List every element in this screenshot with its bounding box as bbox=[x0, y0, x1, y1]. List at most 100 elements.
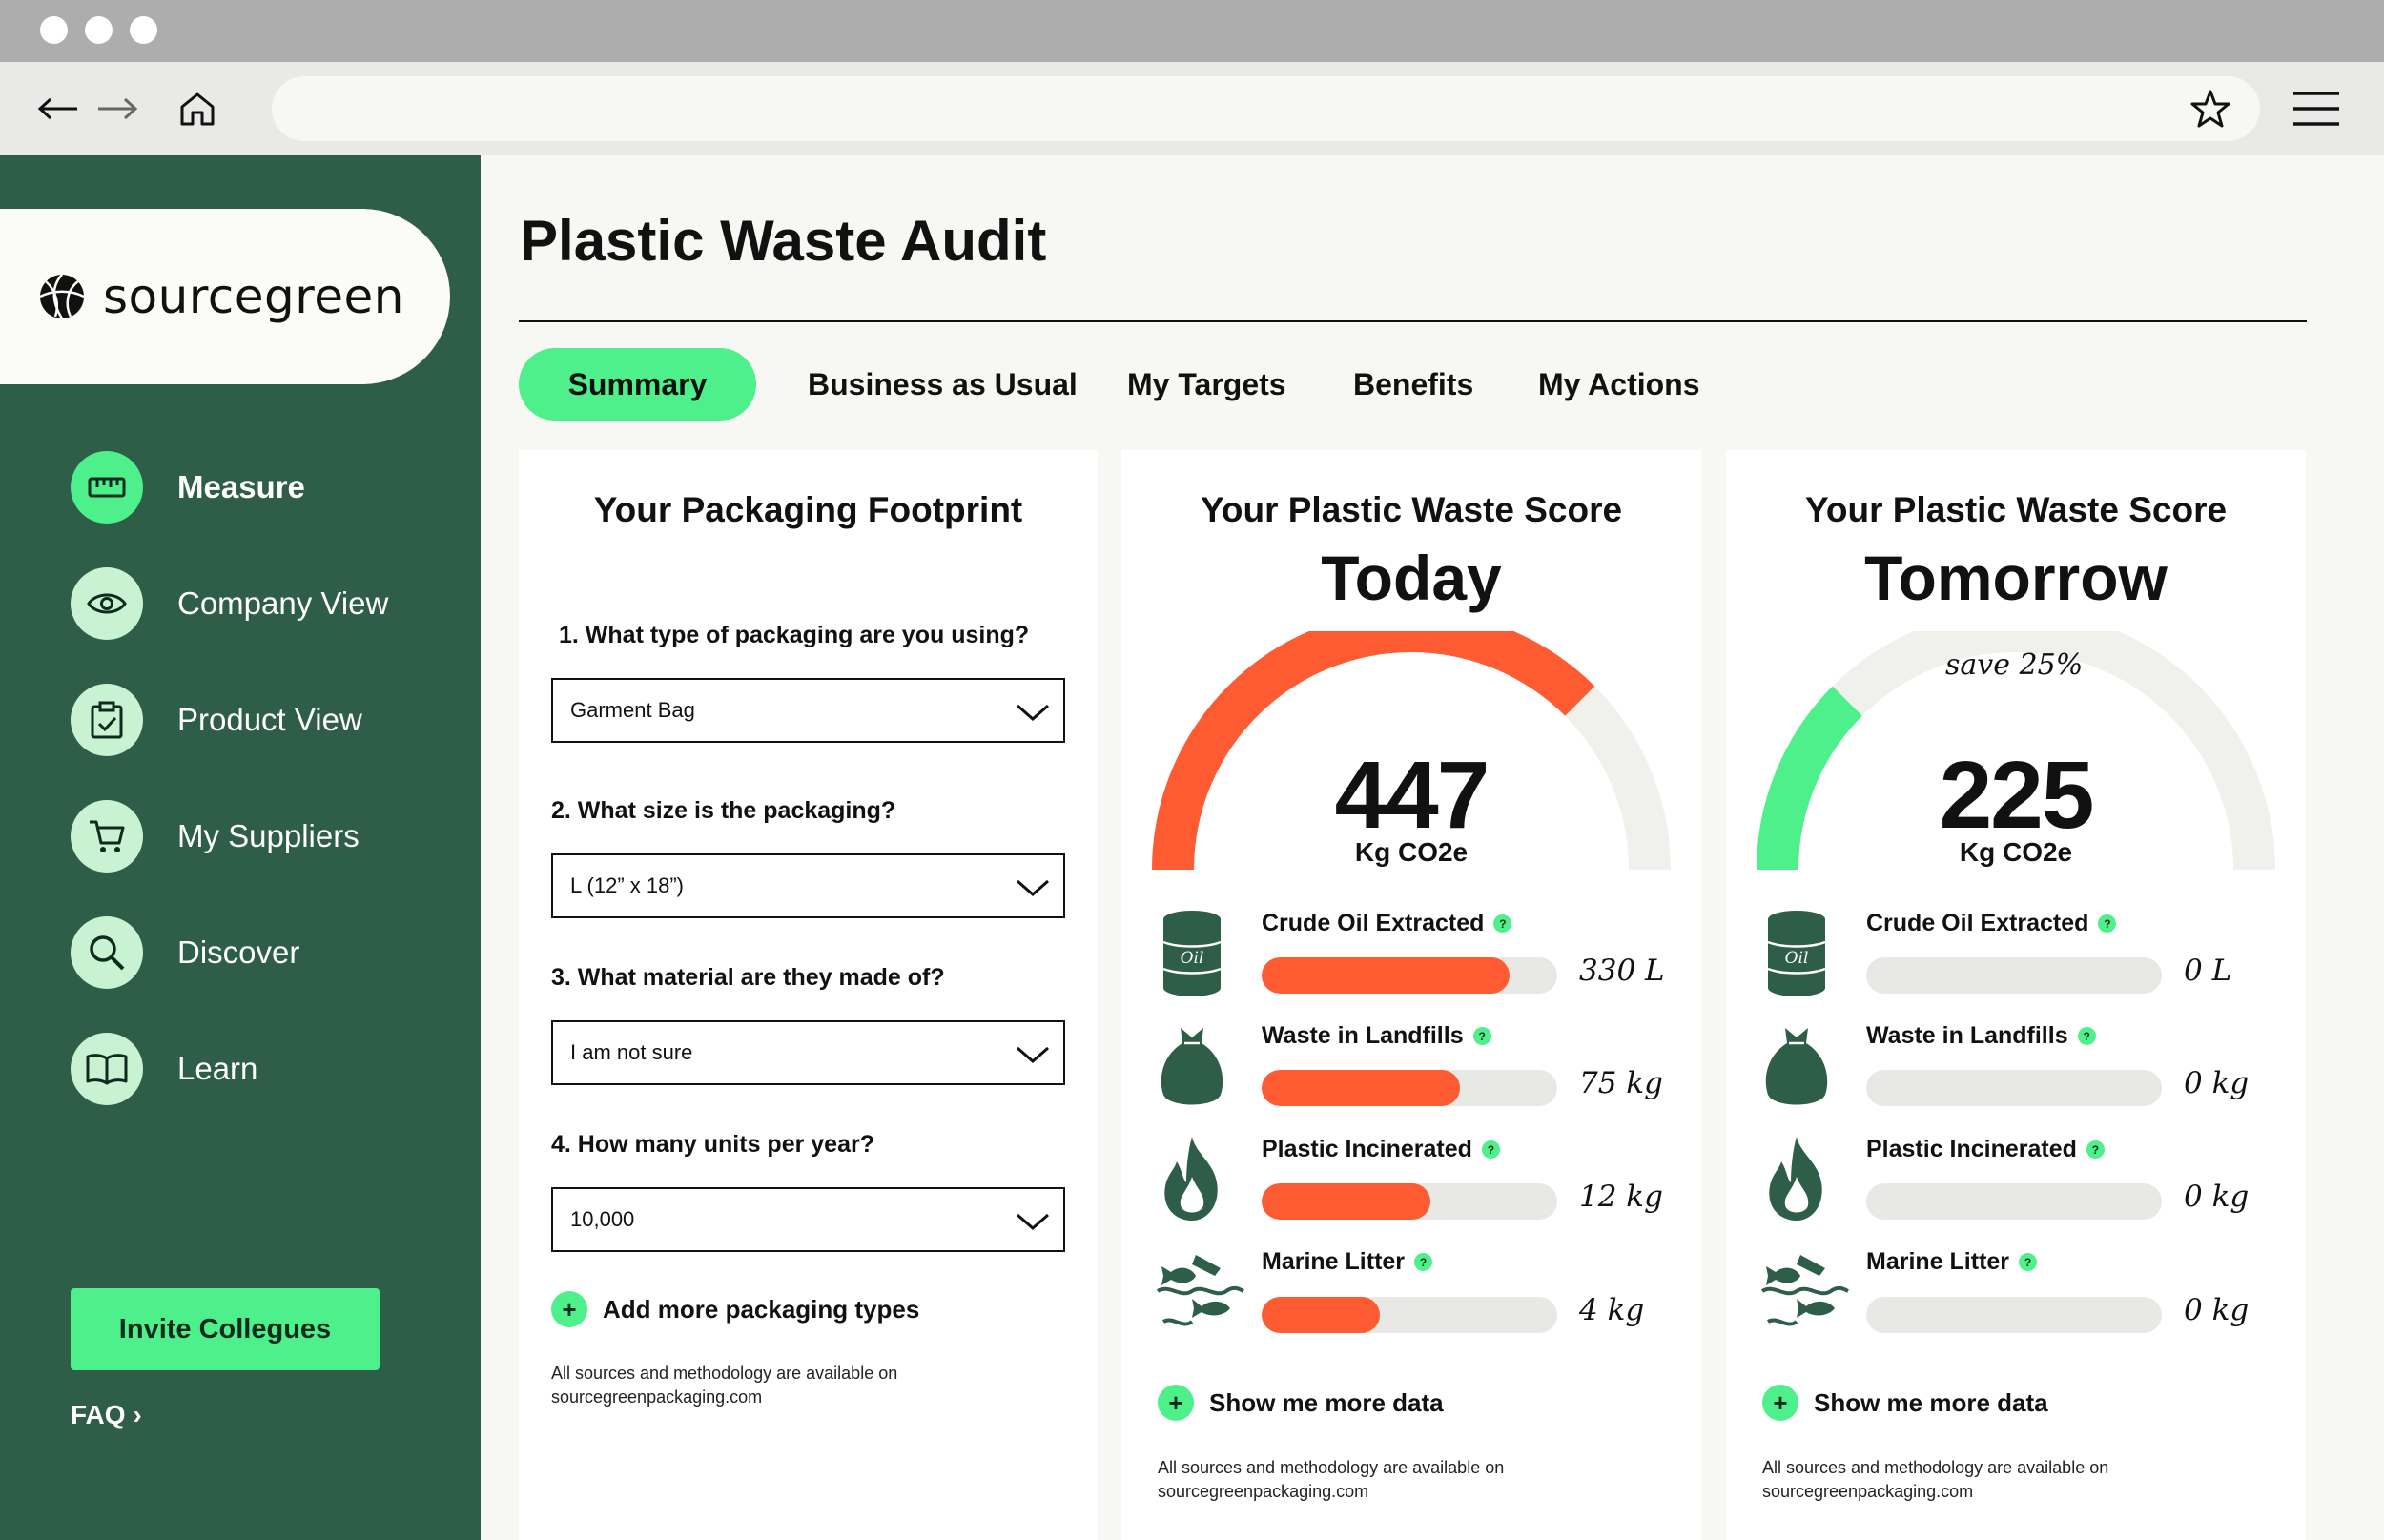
help-icon[interactable]: ? bbox=[1472, 1027, 1491, 1045]
question-label: 3. What material are they made of? bbox=[551, 964, 945, 991]
sources-note-line: All sources and methodology are availabl… bbox=[551, 1364, 898, 1383]
help-icon[interactable]: ? bbox=[1414, 1253, 1433, 1271]
sources-note-link[interactable]: sourcegreenpackaging.com bbox=[551, 1387, 763, 1407]
cart-icon bbox=[71, 800, 143, 873]
metric-value: 4 kg bbox=[1579, 1293, 1645, 1327]
ruler-icon bbox=[71, 451, 143, 524]
metric-label: Plastic Incinerated? bbox=[1262, 1136, 1500, 1163]
sources-note-line: All sources and methodology are availabl… bbox=[1762, 1458, 2109, 1477]
sidebar-item-learn[interactable]: Learn bbox=[71, 1033, 257, 1105]
eye-icon bbox=[71, 567, 143, 640]
metric-label: Crude Oil Extracted? bbox=[1262, 910, 1512, 937]
home-icon[interactable] bbox=[174, 85, 221, 133]
tab-summary[interactable]: Summary bbox=[519, 348, 756, 421]
question-label: 4. How many units per year? bbox=[551, 1131, 874, 1158]
sidebar-item-product-view[interactable]: Product View bbox=[71, 684, 362, 756]
sidebar-item-label: Product View bbox=[177, 702, 362, 737]
forward-arrow-icon[interactable] bbox=[93, 85, 141, 133]
sidebar-item-measure[interactable]: Measure bbox=[71, 451, 305, 524]
help-icon[interactable]: ? bbox=[2019, 1253, 2038, 1271]
plus-icon: + bbox=[1762, 1385, 1798, 1421]
score-period: Tomorrow bbox=[1864, 543, 2168, 613]
sidebar-item-label: Measure bbox=[177, 469, 305, 504]
packaging-material-select[interactable]: I am not sure bbox=[551, 1020, 1065, 1085]
question-label: 1. What type of packaging are you using? bbox=[559, 622, 1030, 648]
metric-name: Waste in Landfills bbox=[1262, 1022, 1464, 1049]
tab-my-targets[interactable]: My Targets bbox=[1127, 366, 1286, 401]
tab-business-as-usual[interactable]: Business as Usual bbox=[808, 366, 1078, 401]
metric-label: Crude Oil Extracted? bbox=[1866, 910, 2117, 937]
metric-name: Marine Litter bbox=[1866, 1248, 2010, 1275]
select-value: 10,000 bbox=[570, 1207, 635, 1231]
score-today-card: Your Plastic Waste Score Today 447 Kg CO… bbox=[1121, 450, 1701, 1540]
save-note: save 25% bbox=[1945, 648, 2084, 682]
sidebar-item-discover[interactable]: Discover bbox=[71, 916, 299, 989]
sidebar-item-label: My Suppliers bbox=[177, 818, 360, 853]
chevron-down-icon bbox=[1017, 1213, 1049, 1230]
metric-bar-fill bbox=[1262, 1297, 1380, 1333]
tab-benefits[interactable]: Benefits bbox=[1353, 366, 1474, 401]
units-per-year-select[interactable]: 10,000 bbox=[551, 1187, 1065, 1252]
score-gauge bbox=[1757, 631, 2275, 871]
sidebar-item-label: Company View bbox=[177, 585, 389, 621]
sidebar-item-company-view[interactable]: Company View bbox=[71, 567, 388, 640]
show-more-label: Show me more data bbox=[1209, 1387, 1444, 1417]
packaging-size-select[interactable]: L (12” x 18”) bbox=[551, 853, 1065, 918]
metric-value: 0 kg bbox=[2184, 1066, 2250, 1100]
metric-bar-track bbox=[1262, 1297, 1557, 1333]
help-icon[interactable]: ? bbox=[2077, 1027, 2096, 1045]
score-gauge bbox=[1152, 631, 1671, 871]
sidebar-item-my-suppliers[interactable]: My Suppliers bbox=[71, 800, 360, 873]
faq-link[interactable]: FAQ › bbox=[71, 1400, 142, 1429]
tab-my-actions[interactable]: My Actions bbox=[1538, 366, 1700, 401]
plus-icon: + bbox=[1158, 1385, 1194, 1421]
metric-value: 330 L bbox=[1579, 954, 1665, 988]
score-value: 447 bbox=[1334, 742, 1490, 849]
select-value: I am not sure bbox=[570, 1040, 693, 1064]
score-unit: Kg CO2e bbox=[1354, 837, 1469, 867]
gauge-fill bbox=[1152, 631, 1595, 871]
svg-text:Oil: Oil bbox=[1785, 949, 1809, 968]
clipboard-check-icon bbox=[71, 684, 143, 756]
plus-icon: + bbox=[551, 1291, 587, 1327]
address-bar[interactable] bbox=[272, 76, 2260, 141]
help-icon[interactable]: ? bbox=[1493, 914, 1512, 933]
hamburger-menu-icon[interactable] bbox=[2292, 89, 2341, 129]
add-packaging-button[interactable]: + Add more packaging types bbox=[551, 1291, 919, 1327]
sourcegreen-logo-icon bbox=[39, 274, 85, 319]
window-dot-maximize[interactable] bbox=[130, 16, 157, 44]
help-icon[interactable]: ? bbox=[2086, 1140, 2105, 1159]
metric-bar-track bbox=[1262, 957, 1557, 994]
add-packaging-label: Add more packaging types bbox=[603, 1294, 920, 1324]
chevron-down-icon bbox=[1017, 704, 1049, 721]
trash-bag-icon bbox=[1161, 1028, 1223, 1105]
card-title: Your Packaging Footprint bbox=[593, 490, 1023, 529]
sources-note-link[interactable]: sourcegreenpackaging.com bbox=[1762, 1482, 1974, 1501]
help-icon[interactable]: ? bbox=[1481, 1140, 1500, 1159]
window-dot-close[interactable] bbox=[40, 16, 68, 44]
metric-value: 0 kg bbox=[2184, 1180, 2250, 1214]
chevron-down-icon bbox=[1017, 879, 1049, 896]
svg-text:Oil: Oil bbox=[1181, 949, 1204, 968]
packaging-type-select[interactable]: Garment Bag bbox=[551, 678, 1065, 743]
invite-colleagues-button[interactable]: Invite Collegues bbox=[71, 1288, 380, 1370]
metric-label: Waste in Landfills? bbox=[1866, 1022, 2096, 1050]
show-more-label: Show me more data bbox=[1814, 1387, 2048, 1417]
help-icon[interactable]: ? bbox=[2098, 914, 2117, 933]
show-more-data-button[interactable]: + Show me more data bbox=[1158, 1385, 1444, 1421]
metric-label: Waste in Landfills? bbox=[1262, 1022, 1491, 1050]
score-tomorrow-card: Your Plastic Waste Score Tomorrow save 2… bbox=[1726, 450, 2306, 1540]
metric-bar-track bbox=[1866, 1183, 2162, 1220]
metric-label: Marine Litter? bbox=[1262, 1248, 1433, 1276]
fish-icon bbox=[1156, 1255, 1244, 1326]
window-dot-minimize[interactable] bbox=[85, 16, 113, 44]
metric-bar-track bbox=[1866, 1297, 2162, 1333]
metric-bar-track bbox=[1866, 1070, 2162, 1106]
back-arrow-icon[interactable] bbox=[34, 85, 82, 133]
sources-note-link[interactable]: sourcegreenpackaging.com bbox=[1158, 1482, 1369, 1501]
bookmark-star-icon[interactable] bbox=[2188, 86, 2233, 132]
logo[interactable]: sourcegreen bbox=[0, 209, 450, 384]
metric-value: 75 kg bbox=[1579, 1066, 1663, 1100]
show-more-data-button[interactable]: + Show me more data bbox=[1762, 1385, 2048, 1421]
logo-text: sourcegreen bbox=[103, 269, 404, 324]
